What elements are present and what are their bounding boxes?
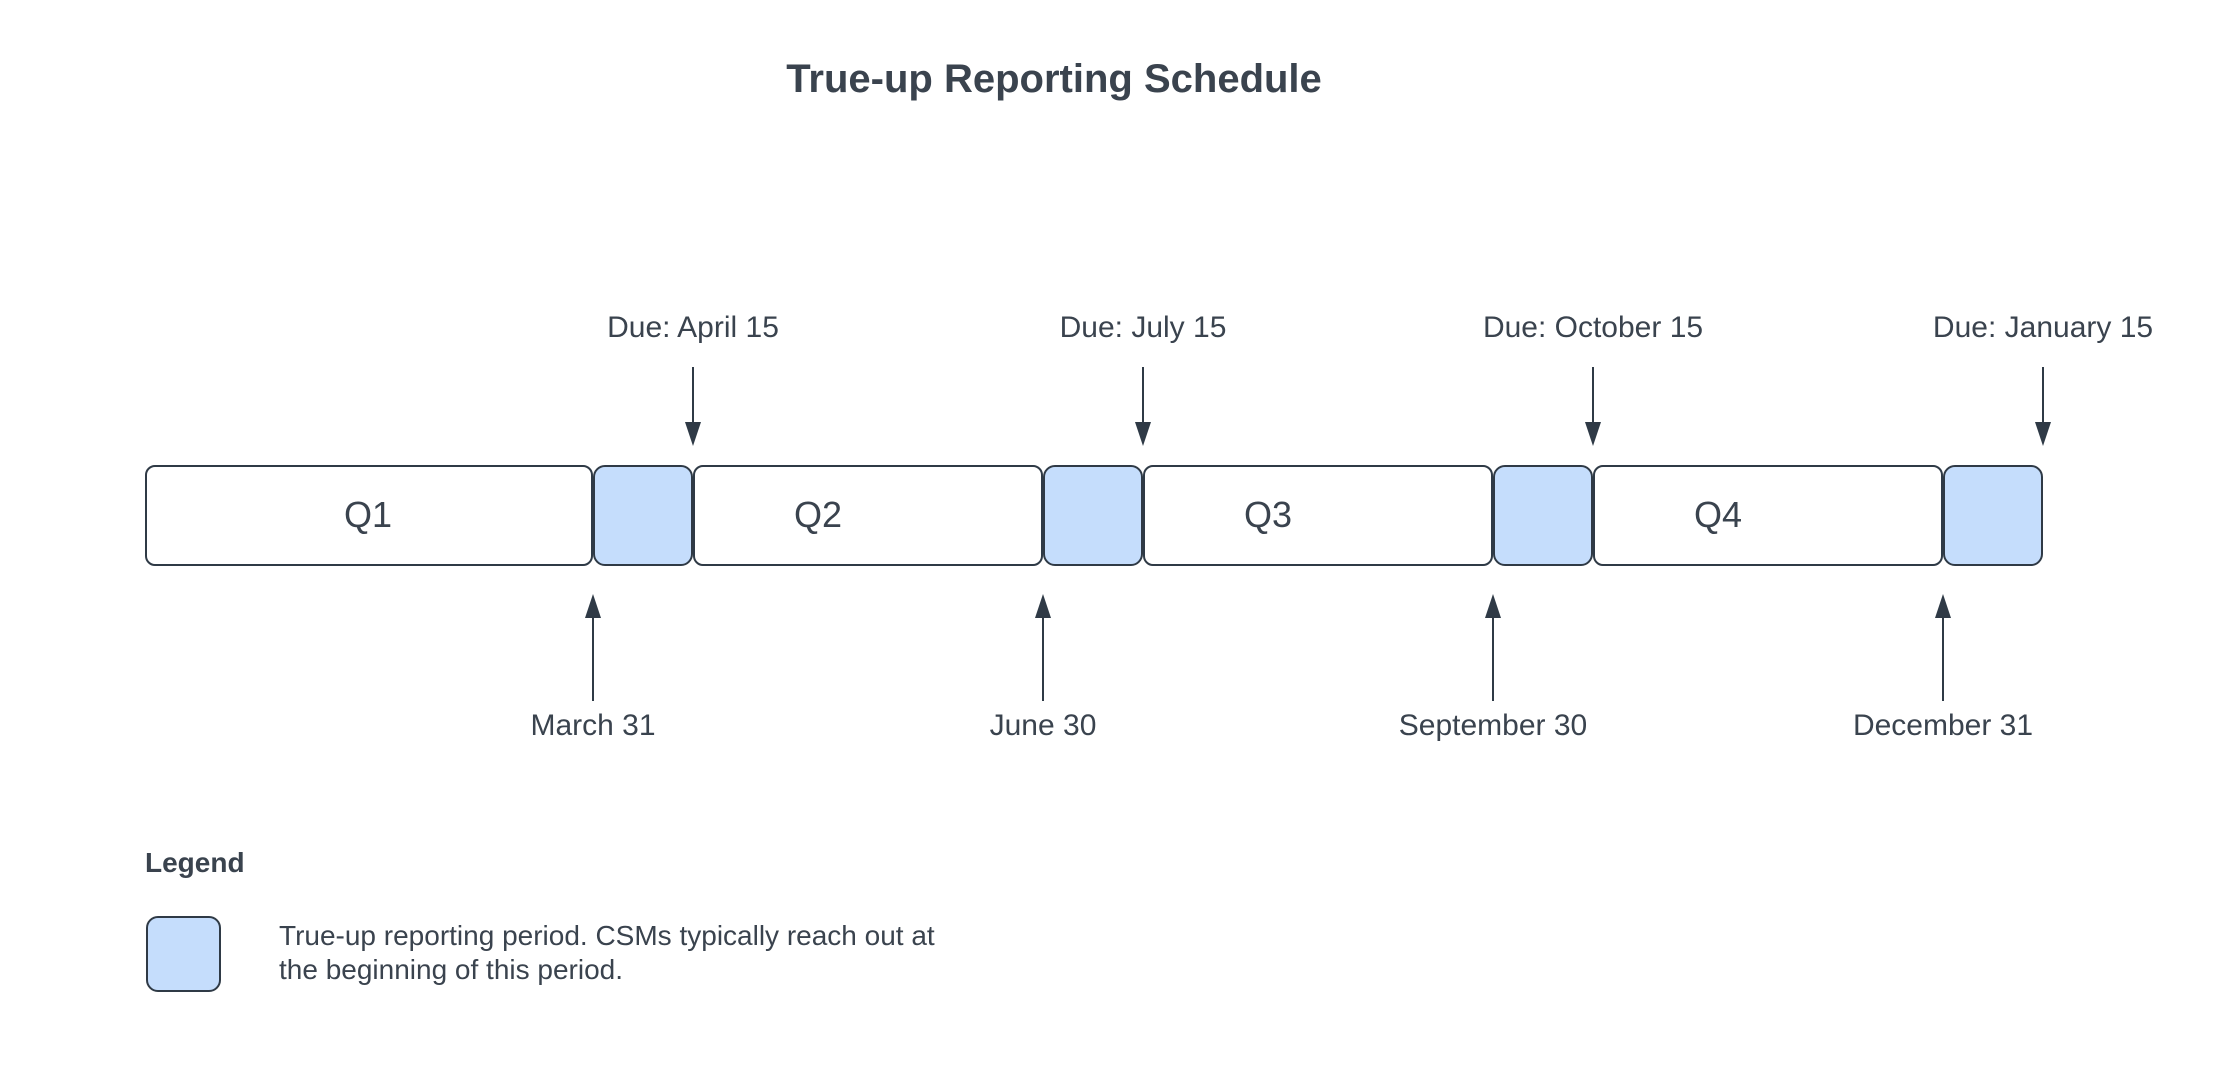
end-label-september-30: September 30 xyxy=(1398,709,1588,742)
quarter-box-q2 xyxy=(693,465,1043,566)
quarter-label-q2: Q2 xyxy=(793,494,843,535)
end-arrow-up-icon-3 xyxy=(1485,594,1501,701)
end-arrow-up-icon-2 xyxy=(1035,594,1051,701)
quarter-label-q4: Q4 xyxy=(1693,494,1743,535)
end-label-december-31: December 31 xyxy=(1852,709,2034,742)
due-label-july-15: Due: July 15 xyxy=(1059,311,1227,344)
legend-heading: Legend xyxy=(145,847,245,878)
due-arrow-down-icon-1 xyxy=(685,367,701,446)
legend-description-line-2: the beginning of this period. xyxy=(279,954,624,985)
trueup-period-box-4 xyxy=(1943,465,2043,566)
legend-description-line-1: True-up reporting period. CSMs typically… xyxy=(279,920,935,951)
due-label-january-15: Due: January 15 xyxy=(1932,311,2154,344)
due-label-october-15: Due: October 15 xyxy=(1482,311,1704,344)
legend-description: True-up reporting period. CSMs typically… xyxy=(279,919,935,987)
due-arrow-down-icon-2 xyxy=(1135,367,1151,446)
end-arrow-up-icon-4 xyxy=(1935,594,1951,701)
end-label-march-31: March 31 xyxy=(530,709,656,742)
end-label-june-30: June 30 xyxy=(989,709,1097,742)
due-arrow-down-icon-3 xyxy=(1585,367,1601,446)
quarter-box-q4 xyxy=(1593,465,1943,566)
trueup-period-swatch-icon xyxy=(146,916,221,992)
page-title: True-up Reporting Schedule xyxy=(786,57,1322,101)
trueup-period-box-3 xyxy=(1493,465,1593,566)
trueup-period-box-1 xyxy=(593,465,693,566)
quarter-box-q1 xyxy=(145,465,593,566)
end-arrow-up-icon-1 xyxy=(585,594,601,701)
quarter-label-q1: Q1 xyxy=(343,494,393,535)
quarter-box-q3 xyxy=(1143,465,1493,566)
due-label-april-15: Due: April 15 xyxy=(607,311,779,344)
trueup-period-box-2 xyxy=(1043,465,1143,566)
due-arrow-down-icon-4 xyxy=(2035,367,2051,446)
quarter-label-q3: Q3 xyxy=(1243,494,1293,535)
